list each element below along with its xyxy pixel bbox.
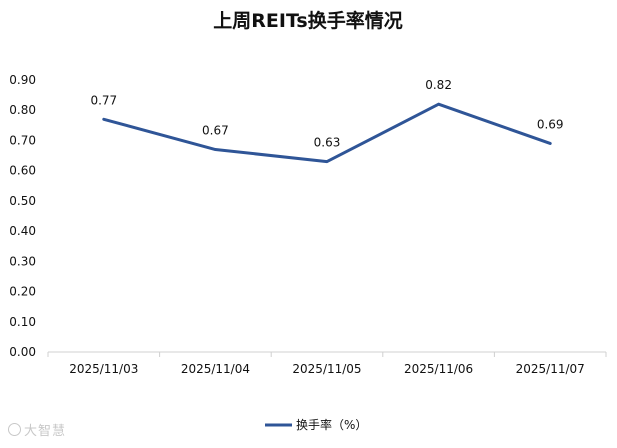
watermark-logo-icon: [8, 423, 21, 436]
x-axis-tick-labels: 2025/11/03 2025/11/04 2025/11/05 2025/11/06…: [69, 362, 585, 376]
watermark-text: 大智慧: [24, 424, 66, 439]
x-tick-label: 2025/11/06: [404, 362, 473, 376]
data-label: 0.67: [202, 124, 229, 138]
y-tick-label: 0.90: [9, 73, 36, 87]
watermark: 大智慧: [8, 420, 66, 439]
x-tick-label: 2025/11/04: [181, 362, 250, 376]
y-tick-label: 0.10: [9, 315, 36, 329]
y-tick-label: 0.00: [9, 345, 36, 359]
y-tick-label: 0.30: [9, 254, 36, 268]
data-labels-group: 0.77 0.67 0.63 0.82 0.69: [90, 78, 563, 149]
y-tick-label: 0.50: [9, 194, 36, 208]
data-label: 0.69: [537, 117, 564, 131]
y-tick-label: 0.80: [9, 103, 36, 117]
y-tick-label: 0.60: [9, 164, 36, 178]
x-tick-label: 2025/11/07: [516, 362, 585, 376]
data-label: 0.77: [90, 93, 117, 107]
y-axis-tick-labels: 0.00 0.10 0.20 0.30 0.40 0.50 0.60 0.70 0.80 0.90: [9, 73, 36, 359]
data-label: 0.63: [314, 136, 341, 150]
y-tick-label: 0.40: [9, 224, 36, 238]
y-tick-label: 0.70: [9, 133, 36, 147]
series-group: [104, 104, 550, 161]
x-tick-label: 2025/11/05: [292, 362, 361, 376]
legend: 换手率（%）: [265, 417, 367, 432]
chart-title: 上周REITs换手率情况: [213, 9, 402, 32]
x-axis-tick-marks: [48, 352, 606, 357]
legend-label: 换手率（%）: [296, 417, 367, 432]
data-label: 0.82: [425, 78, 452, 92]
x-tick-label: 2025/11/03: [69, 362, 138, 376]
series-line: [104, 104, 550, 161]
y-tick-label: 0.20: [9, 285, 36, 299]
